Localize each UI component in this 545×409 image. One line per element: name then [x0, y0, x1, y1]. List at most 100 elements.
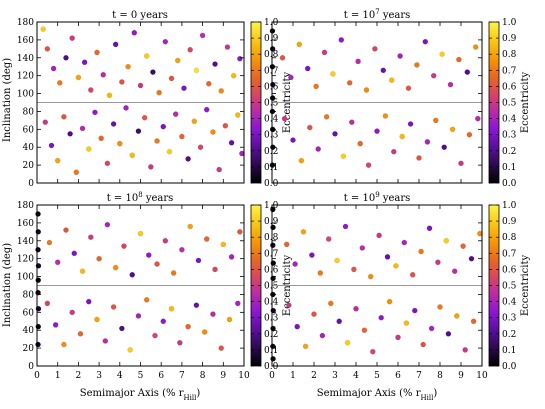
data-point: [443, 238, 450, 244]
data-point: [397, 53, 403, 59]
data-point: [185, 156, 191, 162]
colorbar-tick-label: 0.7: [264, 66, 279, 76]
data-point: [86, 146, 92, 152]
colorbar-tick-label: 0.8: [502, 233, 517, 243]
data-point: [104, 221, 111, 228]
data-point: [54, 259, 61, 265]
data-point: [235, 112, 241, 118]
x-tick-label: 2: [76, 371, 82, 381]
data-point: [401, 239, 408, 246]
panel-title: t = 109 years: [344, 191, 411, 204]
x-axis-label: Semimajor Axis (% rHill): [317, 388, 438, 402]
colorbar-tick-label: 0.6: [264, 82, 279, 92]
colorbar-tick-label: 0.1: [264, 346, 278, 356]
data-point: [458, 160, 464, 167]
data-point: [445, 331, 452, 337]
data-point: [270, 260, 277, 266]
data-point: [340, 153, 347, 159]
data-point: [154, 261, 160, 267]
colorbar-tick-label: 0.8: [264, 233, 279, 243]
data-point: [35, 229, 41, 235]
data-point: [119, 325, 125, 332]
colorbar-tick-label: 0.5: [502, 282, 517, 292]
data-point: [81, 59, 88, 66]
data-point: [388, 77, 395, 83]
x-tick-label: 0: [269, 371, 275, 381]
colorbar-tick-label: 0.9: [502, 217, 517, 227]
data-point: [414, 62, 420, 68]
data-point: [212, 266, 218, 273]
data-point: [224, 44, 231, 50]
data-point: [135, 128, 142, 134]
data-point: [123, 105, 129, 111]
data-point: [112, 264, 119, 271]
data-point: [382, 113, 389, 119]
data-point: [35, 246, 41, 253]
colorbar-tick-label: 0.7: [502, 66, 517, 76]
y-tick-label: 160: [17, 219, 34, 229]
colorbar-tick-label: 0.2: [502, 330, 516, 340]
data-point: [94, 49, 100, 56]
x-tick-label: 9: [220, 371, 226, 381]
x-tick-label: 3: [96, 371, 102, 381]
data-point: [195, 257, 202, 264]
data-point: [470, 318, 477, 325]
x-axis-label: Semimajor Axis (% rHill): [80, 388, 201, 402]
colorbar-tick-label: 0.8: [502, 50, 517, 60]
data-point: [451, 268, 458, 274]
colorbar-tick-label: 0.5: [502, 99, 517, 109]
data-point: [374, 128, 380, 134]
data-point: [166, 148, 173, 155]
data-point: [212, 61, 218, 67]
data-point: [179, 133, 185, 140]
colorbar-tick-label: 0.9: [264, 34, 279, 44]
data-point: [420, 341, 426, 348]
data-point: [353, 306, 359, 312]
data-point: [330, 71, 336, 77]
data-point: [146, 252, 152, 258]
data-point: [418, 248, 424, 255]
data-point: [309, 252, 315, 258]
data-point: [468, 255, 475, 262]
y-tick-label: 80: [23, 107, 35, 117]
data-point: [270, 206, 276, 213]
data-point: [288, 74, 294, 81]
data-point: [270, 356, 276, 362]
panel-title: t = 108 years: [107, 191, 174, 204]
colorbar-tick-label: 0.3: [264, 314, 279, 324]
data-point: [426, 225, 433, 232]
data-point: [313, 83, 319, 90]
data-point: [422, 38, 429, 45]
data-point: [156, 89, 162, 96]
data-point: [112, 41, 119, 48]
data-point: [317, 270, 324, 276]
y-tick-label: 180: [17, 18, 34, 28]
data-point: [307, 124, 313, 131]
y-tick-label: 120: [17, 72, 34, 82]
y-tick-label: 60: [23, 125, 35, 135]
colorbar-tick-label: 0.0: [502, 362, 517, 372]
data-point: [69, 309, 75, 316]
panel-t1e9: t = 109 years Semimajor Axis (% rHill): [317, 191, 438, 402]
panel-t0: t = 0 years: [112, 10, 168, 21]
data-point: [433, 117, 439, 124]
colorbar-tick-label: 1.0: [502, 201, 517, 211]
data-point: [100, 72, 106, 78]
colorbar-tick-label: 0.9: [502, 34, 517, 44]
data-point: [175, 57, 181, 64]
data-point: [154, 138, 160, 144]
x-tick-label: 0: [34, 371, 40, 381]
data-point: [220, 241, 227, 248]
data-point: [104, 160, 111, 167]
colorbar: 0.0 0.1 0.2 0.3 0.4 0.5 0.6 0.7 0.8 0.9 1.0 Eccentr…: [488, 18, 531, 189]
data-point: [119, 79, 125, 85]
x-tick-label: 1: [55, 371, 61, 381]
x-tick-label: 1: [290, 371, 296, 381]
data-point: [334, 257, 340, 264]
data-point: [57, 80, 63, 86]
data-point: [135, 313, 142, 319]
data-point: [328, 300, 334, 307]
data-point: [203, 106, 210, 113]
data-point: [357, 140, 363, 147]
data-point: [294, 323, 300, 330]
